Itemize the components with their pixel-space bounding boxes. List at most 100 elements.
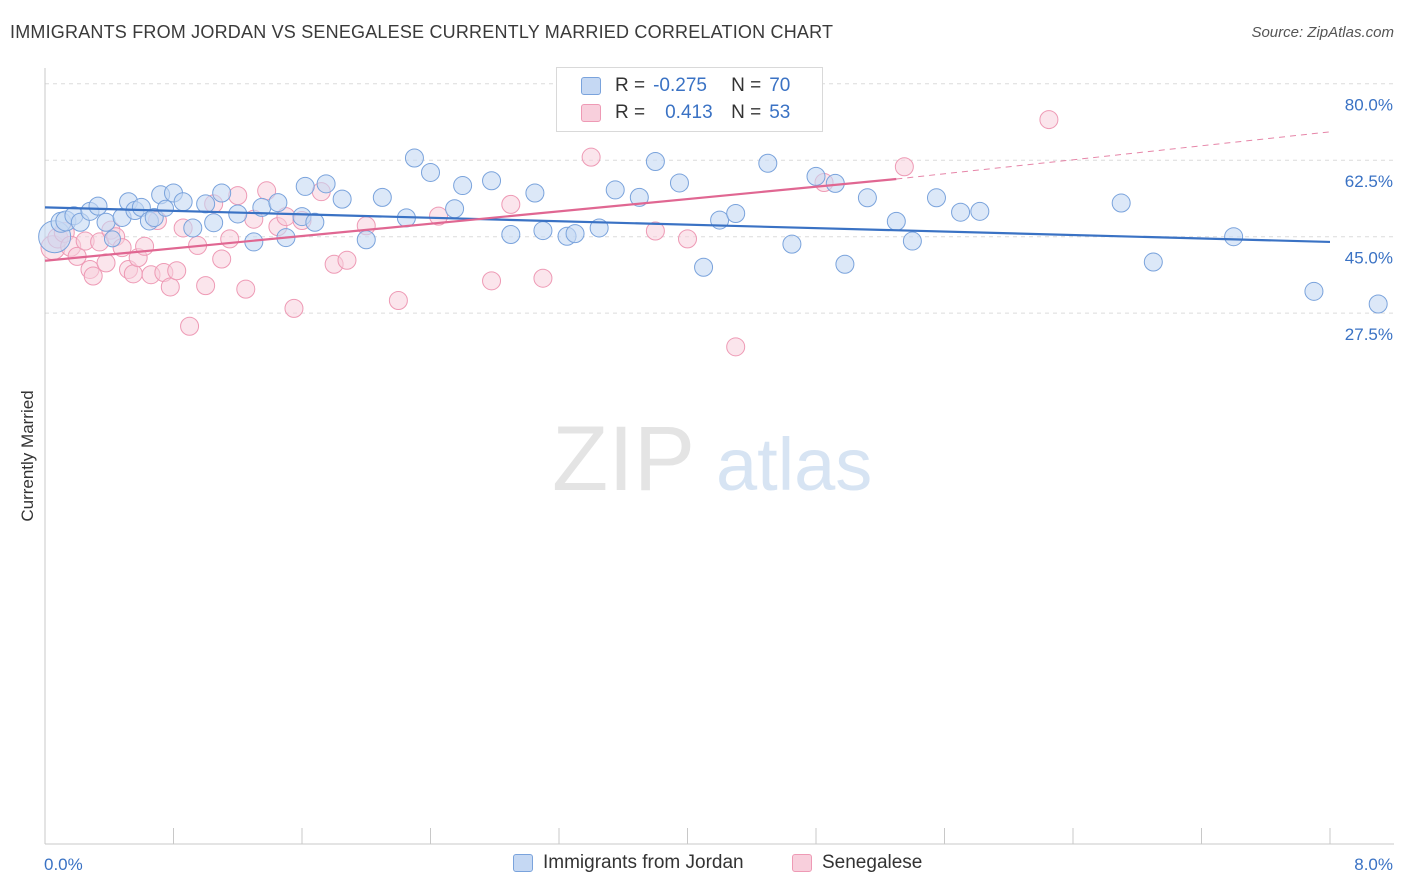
scatter-point-jordan [782, 234, 802, 254]
scatter-point-jordan [645, 152, 665, 172]
scatter-point-jordan [212, 183, 232, 203]
scatter-point-jordan [926, 188, 946, 208]
scatter-point-jordan [295, 176, 315, 196]
scatter-point-jordan [404, 148, 424, 168]
scatter-point-jordan [902, 231, 922, 251]
scatter-point-jordan [1304, 281, 1324, 301]
scatter-point-senegalese [894, 157, 914, 177]
scatter-point-jordan [445, 199, 465, 219]
y-tick-label: 80.0% [1345, 96, 1393, 115]
stats-legend: R = -0.275 N = 70 R = 0.413 N = 53 [556, 67, 823, 132]
scatter-point-jordan [228, 204, 248, 224]
watermark: ZIP atlas [552, 408, 872, 510]
scatter-point-jordan [1143, 252, 1163, 272]
scatter-point-jordan [96, 212, 116, 232]
scatter-point-senegalese [236, 279, 256, 299]
scatter-point-senegalese [212, 249, 232, 269]
scatter-point-jordan [694, 257, 714, 277]
stats-row-senegalese: R = 0.413 N = 53 [581, 101, 790, 125]
scatter-point-jordan [1368, 294, 1388, 314]
scatter-point-jordan [1224, 227, 1244, 247]
scatter-point-jordan [421, 162, 440, 182]
scatter-point-senegalese [1039, 110, 1059, 130]
n-label: N = [731, 75, 762, 96]
r-value-senegalese: 0.413 [665, 102, 713, 123]
x-tick-label: 0.0% [44, 855, 83, 874]
r-label: R = [615, 102, 646, 123]
r-value-jordan: -0.275 [653, 75, 707, 96]
legend-item-senegalese[interactable]: Senegalese [792, 852, 922, 874]
legend-swatch-senegalese [792, 854, 812, 872]
scatter-point-senegalese [337, 250, 357, 270]
scatter-point-jordan [970, 201, 990, 221]
chart-title: IMMIGRANTS FROM JORDAN VS SENEGALESE CUR… [10, 22, 834, 42]
scatter-point-jordan [951, 202, 971, 222]
trendline-senegalese [44, 177, 897, 262]
scatter-point-jordan [1111, 193, 1131, 213]
scatter-point-jordan [806, 166, 826, 186]
n-value-jordan: 70 [769, 75, 791, 96]
watermark-zip: ZIP [552, 408, 695, 510]
trendline-senegalese-extension [896, 131, 1331, 180]
scatter-point-jordan [173, 192, 193, 212]
n-value-senegalese: 53 [769, 102, 791, 123]
scatter-point-jordan [525, 183, 545, 203]
scatter-point-senegalese [429, 206, 449, 226]
scatter-point-jordan [482, 171, 502, 191]
swatch-senegalese [581, 104, 601, 122]
source-note: Source: ZipAtlas.com [1251, 24, 1394, 41]
scatter-point-jordan [605, 180, 625, 200]
scatter-point-jordan [835, 254, 855, 274]
scatter-point-senegalese [533, 268, 553, 288]
legend-item-jordan[interactable]: Immigrants from Jordan [513, 852, 744, 874]
scatter-point-jordan [886, 211, 906, 231]
scatter-point-jordan [669, 173, 689, 193]
y-tick-label: 62.5% [1345, 172, 1393, 191]
watermark-atlas: atlas [716, 423, 872, 506]
scatter-point-senegalese [726, 337, 746, 357]
scatter-point-jordan [183, 218, 203, 238]
scatter-point-jordan [356, 230, 376, 250]
scatter-point-jordan [453, 176, 473, 196]
legend-label-jordan: Immigrants from Jordan [543, 852, 744, 873]
scatter-point-senegalese [220, 229, 240, 249]
legend-label-senegalese: Senegalese [822, 852, 923, 873]
x-tick-label: 8.0% [1354, 855, 1393, 874]
legend-swatch-jordan [513, 854, 533, 872]
scatter-point-jordan [629, 187, 649, 207]
y-tick-label: 27.5% [1345, 325, 1393, 344]
r-label: R = [615, 75, 646, 96]
scatter-point-senegalese [96, 253, 116, 273]
y-tick-label: 45.0% [1345, 249, 1393, 268]
scatter-point-senegalese [482, 271, 502, 291]
scatter-point-jordan [103, 230, 121, 248]
scatter-point-jordan [726, 204, 746, 224]
scatter-point-senegalese [645, 221, 665, 241]
scatter-point-jordan [204, 213, 224, 233]
scatter-point-jordan [156, 199, 174, 217]
scatter-point-jordan [758, 153, 778, 173]
scatter-point-senegalese [501, 194, 521, 214]
trendline-jordan [44, 206, 1331, 244]
scatter-point-senegalese [160, 277, 180, 297]
scatter-point-jordan [88, 196, 108, 216]
scatter-point-senegalese [196, 276, 216, 296]
series-legend: Immigrants from Jordan Senegalese [0, 852, 1406, 878]
swatch-jordan [581, 77, 601, 95]
scatter-point-jordan [268, 193, 288, 213]
scatter-point-senegalese [678, 229, 697, 249]
scatter-point-jordan [372, 187, 392, 207]
scatter-point-jordan [565, 224, 585, 244]
scatter-point-jordan [196, 194, 216, 214]
scatter-point-senegalese [388, 290, 408, 310]
scatter-point-jordan [305, 212, 325, 232]
scatter-point-jordan [332, 189, 352, 209]
scatter-point-senegalese [180, 316, 200, 336]
scatter-point-jordan [316, 174, 336, 194]
stats-row-jordan: R = -0.275 N = 70 [581, 74, 790, 98]
scatter-point-senegalese [284, 298, 304, 318]
scatter-point-senegalese [83, 266, 103, 286]
scatter-point-senegalese [228, 186, 248, 206]
scatter-point-senegalese [123, 264, 143, 284]
